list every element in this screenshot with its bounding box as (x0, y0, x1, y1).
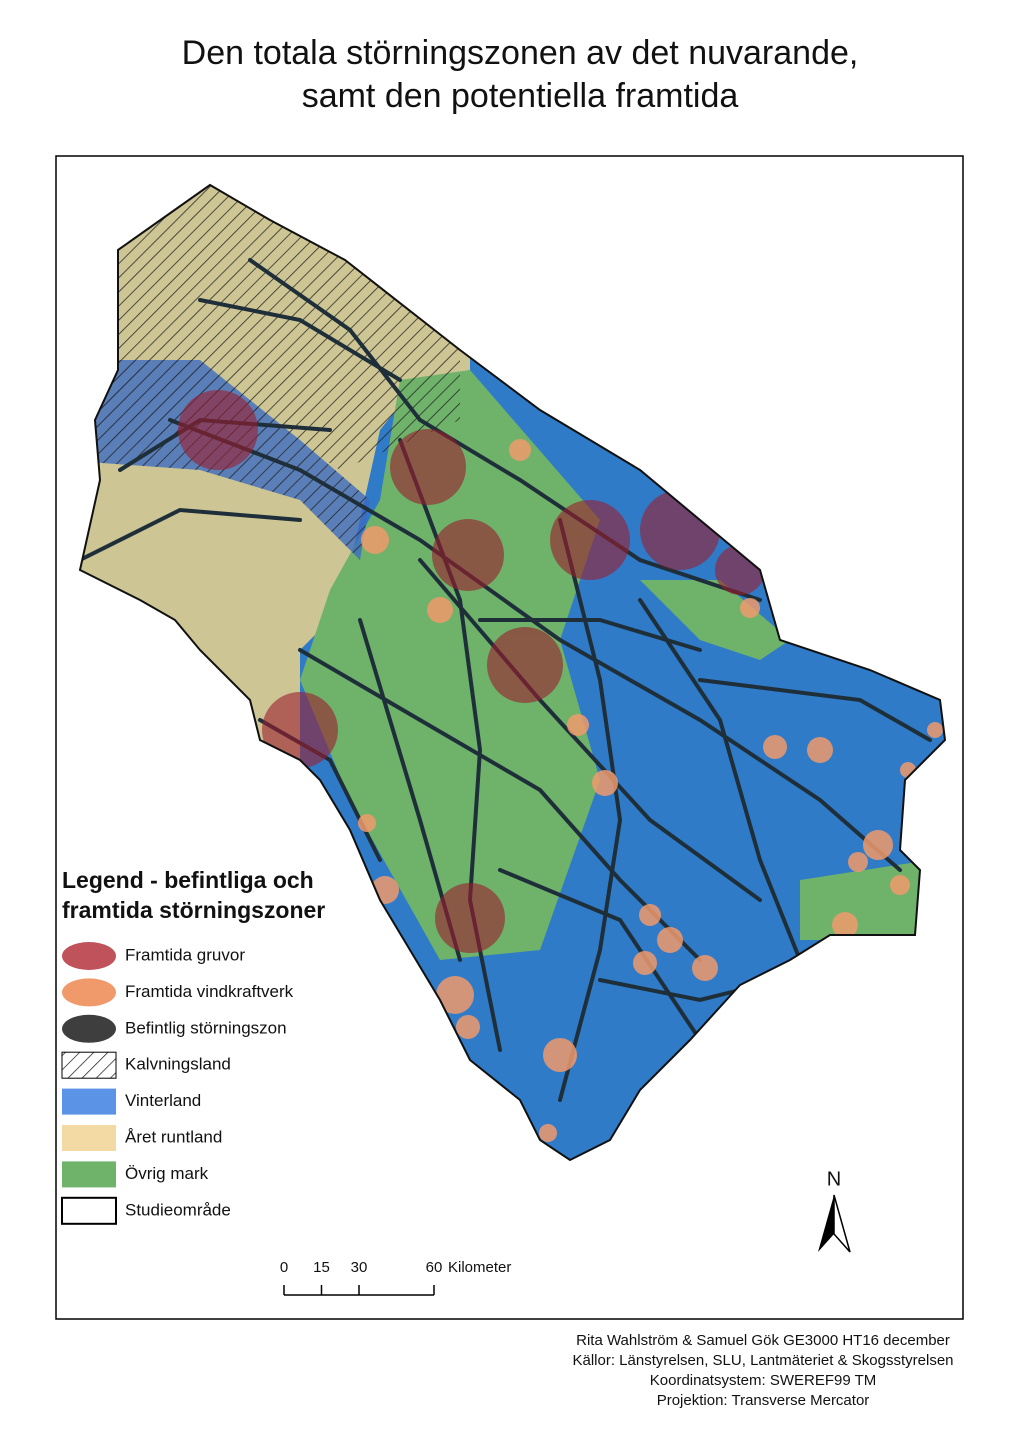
map-frame (55, 155, 964, 1320)
legend-label: Kalvningsland (125, 1055, 231, 1074)
legend-swatch (62, 1125, 116, 1151)
credit-line: Rita Wahlström & Samuel Gök GE3000 HT16 … (576, 1332, 950, 1349)
north-arrow: N (818, 1168, 851, 1253)
credit-line: Koordinatsystem: SWEREF99 TM (650, 1372, 876, 1389)
credit-line: Projektion: Transverse Mercator (657, 1392, 870, 1409)
legend-label: Året runtland (125, 1127, 222, 1146)
title: samt den potentiella framtida (302, 77, 739, 115)
credit-line: Källor: Länstyrelsen, SLU, Lantmäteriet … (572, 1352, 953, 1369)
legend-swatch (62, 942, 116, 970)
legend-swatch (61, 1196, 117, 1225)
scale-label: 0 (280, 1259, 288, 1276)
scale-label: 15 (313, 1259, 330, 1276)
legend-swatch (62, 978, 116, 1007)
scale-label: 30 (351, 1259, 368, 1276)
legend: Legend - befintliga och framtida störnin… (61, 867, 325, 1225)
legend-title: framtida störningszoner (62, 897, 325, 923)
scale-unit: Kilometer (448, 1259, 511, 1276)
legend-label: Framtida gruvor (125, 945, 245, 964)
scale-label: 60 (426, 1259, 443, 1276)
legend-label: Befintlig störningszon (125, 1018, 287, 1037)
legend-swatch (62, 1088, 116, 1115)
legend-swatch (62, 1014, 116, 1043)
legend-title: Legend - befintliga och (62, 867, 314, 893)
legend-label: Studieområde (125, 1200, 231, 1219)
credits: Rita Wahlström & Samuel Gök GE3000 HT16 … (572, 1332, 953, 1409)
legend-swatch (62, 1161, 116, 1188)
legend-label: Övrig mark (125, 1164, 209, 1183)
legend-label: Framtida vindkraftverk (125, 982, 294, 1001)
legend-label: Vinterland (125, 1091, 201, 1110)
north-label: N (827, 1168, 841, 1190)
scale-bar: 0 15 30 60 Kilometer (280, 1259, 511, 1296)
title: Den totala störningszonen av det nuvaran… (182, 34, 859, 72)
legend-swatch (61, 1051, 117, 1079)
